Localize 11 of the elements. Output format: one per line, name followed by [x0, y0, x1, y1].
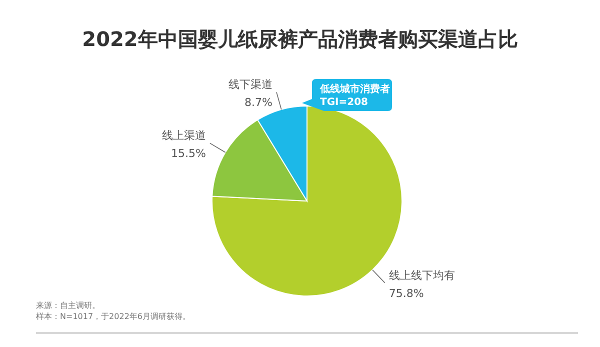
data-label: 15.5%: [170, 147, 206, 160]
text: 低线城市消费者: [319, 83, 390, 95]
slice-label: 线上线下均有: [388, 268, 455, 282]
text: TGI=208: [320, 97, 368, 108]
text: 样本：N=1017，于2022年6月调研获得。: [36, 312, 190, 321]
slice-label: 线下渠道: [228, 78, 272, 92]
data-label: 8.7%: [244, 96, 272, 110]
slice-label: 线上渠道: [162, 129, 206, 142]
data-label: 75.8%: [388, 286, 424, 300]
source-note: 来源：自主调研。: [36, 301, 100, 310]
chart-title: 2022年中国婴儿纸尿裤产品消费者购买渠道占比: [82, 27, 518, 51]
